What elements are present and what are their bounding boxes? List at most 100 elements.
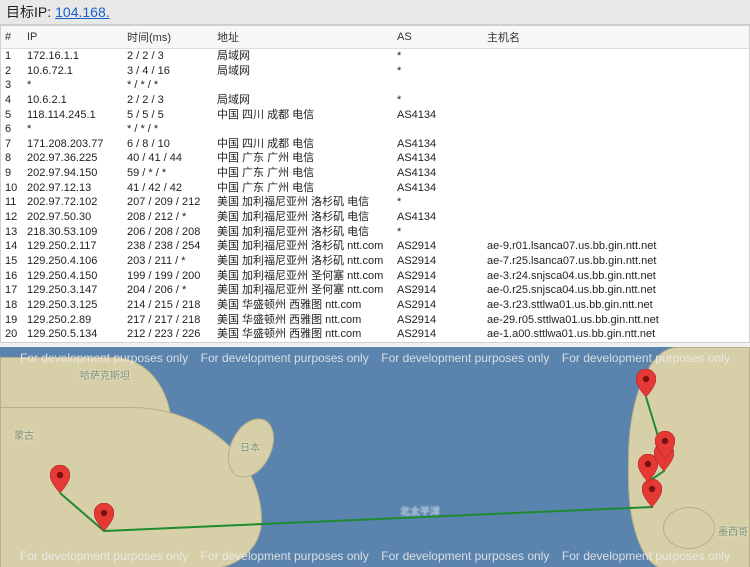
cell-addr: 美国 加利福尼亚州 圣何塞 ntt.com — [213, 269, 393, 284]
cell-ip: 129.250.4.150 — [23, 269, 123, 284]
cell-as: AS2914 — [393, 269, 483, 284]
cell-as: AS2914 — [393, 327, 483, 342]
cell-idx: 7 — [1, 137, 23, 152]
col-header-addr[interactable]: 地址 — [213, 26, 393, 49]
cell-as: * — [393, 93, 483, 108]
table-row[interactable]: 14129.250.2.117238 / 238 / 254美国 加利福尼亚州 … — [1, 239, 749, 254]
cell-as: AS4134 — [393, 181, 483, 196]
cell-ip: 202.97.50.30 — [23, 210, 123, 225]
col-header-time[interactable]: 时间(ms) — [123, 26, 213, 49]
landmass — [0, 407, 262, 567]
table-row[interactable]: 19129.250.2.89217 / 217 / 218美国 华盛顿州 西雅图… — [1, 313, 749, 328]
table-row[interactable]: 210.6.72.13 / 4 / 16局域网* — [1, 64, 749, 79]
col-header-host[interactable]: 主机名 — [483, 26, 749, 49]
cell-as: AS2914 — [393, 298, 483, 313]
cell-ip: 202.97.94.150 — [23, 166, 123, 181]
cell-as — [393, 122, 483, 137]
cell-host — [483, 181, 749, 196]
table-row[interactable]: 3** / * / * — [1, 78, 749, 93]
cell-time: * / * / * — [123, 78, 213, 93]
cell-time: 40 / 41 / 44 — [123, 151, 213, 166]
cell-host — [483, 108, 749, 123]
cell-as: * — [393, 49, 483, 64]
cell-idx: 1 — [1, 49, 23, 64]
cell-ip: 129.250.5.134 — [23, 327, 123, 342]
cell-time: 207 / 209 / 212 — [123, 195, 213, 210]
cell-time: 204 / 206 / * — [123, 283, 213, 298]
cell-addr: 美国 加利福尼亚州 圣何塞 ntt.com — [213, 283, 393, 298]
cell-ip: 10.6.72.1 — [23, 64, 123, 79]
cell-ip: * — [23, 78, 123, 93]
cell-host — [483, 49, 749, 64]
cell-time: * / * / * — [123, 122, 213, 137]
map-pin[interactable] — [642, 479, 662, 507]
landmass — [663, 507, 715, 549]
cell-time: 214 / 215 / 218 — [123, 298, 213, 313]
target-ip-label: 目标IP: — [6, 2, 51, 22]
cell-addr — [213, 122, 393, 137]
cell-addr: 美国 加利福尼亚州 洛杉矶 电信 — [213, 210, 393, 225]
cell-host — [483, 137, 749, 152]
map-pin[interactable] — [50, 465, 70, 493]
table-row[interactable]: 5118.114.245.15 / 5 / 5中国 四川 成都 电信AS4134 — [1, 108, 749, 123]
watermark-text: For development purposes only — [381, 351, 549, 365]
cell-as: AS4134 — [393, 166, 483, 181]
cell-as: AS4134 — [393, 210, 483, 225]
table-row[interactable]: 11202.97.72.102207 / 209 / 212美国 加利福尼亚州 … — [1, 195, 749, 210]
col-header-ip[interactable]: IP — [23, 26, 123, 49]
cell-time: 59 / * / * — [123, 166, 213, 181]
cell-time: 6 / 8 / 10 — [123, 137, 213, 152]
cell-as — [393, 78, 483, 93]
cell-ip: 202.97.36.225 — [23, 151, 123, 166]
table-row[interactable]: 10202.97.12.1341 / 42 / 42中国 广东 广州 电信AS4… — [1, 181, 749, 196]
col-header-idx[interactable]: # — [1, 26, 23, 49]
cell-ip: 129.250.2.117 — [23, 239, 123, 254]
cell-idx: 10 — [1, 181, 23, 196]
table-row[interactable]: 410.6.2.12 / 2 / 3局域网* — [1, 93, 749, 108]
cell-addr — [213, 78, 393, 93]
cell-host — [483, 122, 749, 137]
trace-table: # IP 时间(ms) 地址 AS 主机名 1172.16.1.12 / 2 /… — [1, 26, 749, 342]
table-row[interactable]: 15129.250.4.106203 / 211 / *美国 加利福尼亚州 洛杉… — [1, 254, 749, 269]
table-row[interactable]: 8202.97.36.22540 / 41 / 44中国 广东 广州 电信AS4… — [1, 151, 749, 166]
cell-as: AS2914 — [393, 283, 483, 298]
cell-idx: 9 — [1, 166, 23, 181]
cell-host: ae-7.r25.lsanca07.us.bb.gin.ntt.net — [483, 254, 749, 269]
table-row[interactable]: 17129.250.3.147204 / 206 / *美国 加利福尼亚州 圣何… — [1, 283, 749, 298]
cell-addr: 局域网 — [213, 93, 393, 108]
trace-table-body: 1172.16.1.12 / 2 / 3局域网*210.6.72.13 / 4 … — [1, 49, 749, 342]
table-row[interactable]: 1172.16.1.12 / 2 / 3局域网* — [1, 49, 749, 64]
cell-time: 2 / 2 / 3 — [123, 49, 213, 64]
cell-addr: 美国 华盛顿州 西雅图 ntt.com — [213, 327, 393, 342]
cell-host: ae-9.r01.lsanca07.us.bb.gin.ntt.net — [483, 239, 749, 254]
route-map[interactable]: 哈萨克斯坦 蒙古 日本 北太平洋 墨西哥 For development pur… — [0, 347, 750, 567]
cell-as: AS2914 — [393, 239, 483, 254]
cell-addr: 美国 华盛顿州 西雅图 ntt.com — [213, 313, 393, 328]
cell-idx: 14 — [1, 239, 23, 254]
table-row[interactable]: 20129.250.5.134212 / 223 / 226美国 华盛顿州 西雅… — [1, 327, 749, 342]
table-row[interactable]: 13218.30.53.109206 / 208 / 208美国 加利福尼亚州 … — [1, 225, 749, 240]
cell-host — [483, 210, 749, 225]
table-row[interactable]: 9202.97.94.15059 / * / *中国 广东 广州 电信AS413… — [1, 166, 749, 181]
table-row[interactable]: 7171.208.203.776 / 8 / 10中国 四川 成都 电信AS41… — [1, 137, 749, 152]
cell-idx: 3 — [1, 78, 23, 93]
cell-as: AS4134 — [393, 151, 483, 166]
map-pin[interactable] — [636, 369, 656, 397]
cell-addr: 中国 四川 成都 电信 — [213, 137, 393, 152]
table-row[interactable]: 6** / * / * — [1, 122, 749, 137]
watermark-text: For development purposes only — [381, 549, 549, 563]
cell-ip: 202.97.72.102 — [23, 195, 123, 210]
cell-time: 206 / 208 / 208 — [123, 225, 213, 240]
cell-host — [483, 64, 749, 79]
cell-host — [483, 78, 749, 93]
cell-time: 41 / 42 / 42 — [123, 181, 213, 196]
map-pin[interactable] — [655, 431, 675, 459]
table-row[interactable]: 12202.97.50.30208 / 212 / *美国 加利福尼亚州 洛杉矶… — [1, 210, 749, 225]
target-ip-value[interactable]: 104.168. — [55, 4, 110, 20]
table-row[interactable]: 16129.250.4.150199 / 199 / 200美国 加利福尼亚州 … — [1, 269, 749, 284]
cell-idx: 2 — [1, 64, 23, 79]
table-row[interactable]: 18129.250.3.125214 / 215 / 218美国 华盛顿州 西雅… — [1, 298, 749, 313]
col-header-as[interactable]: AS — [393, 26, 483, 49]
watermark-text: For development purposes only — [201, 351, 369, 365]
cell-host: ae-3.r24.snjsca04.us.bb.gin.ntt.net — [483, 269, 749, 284]
